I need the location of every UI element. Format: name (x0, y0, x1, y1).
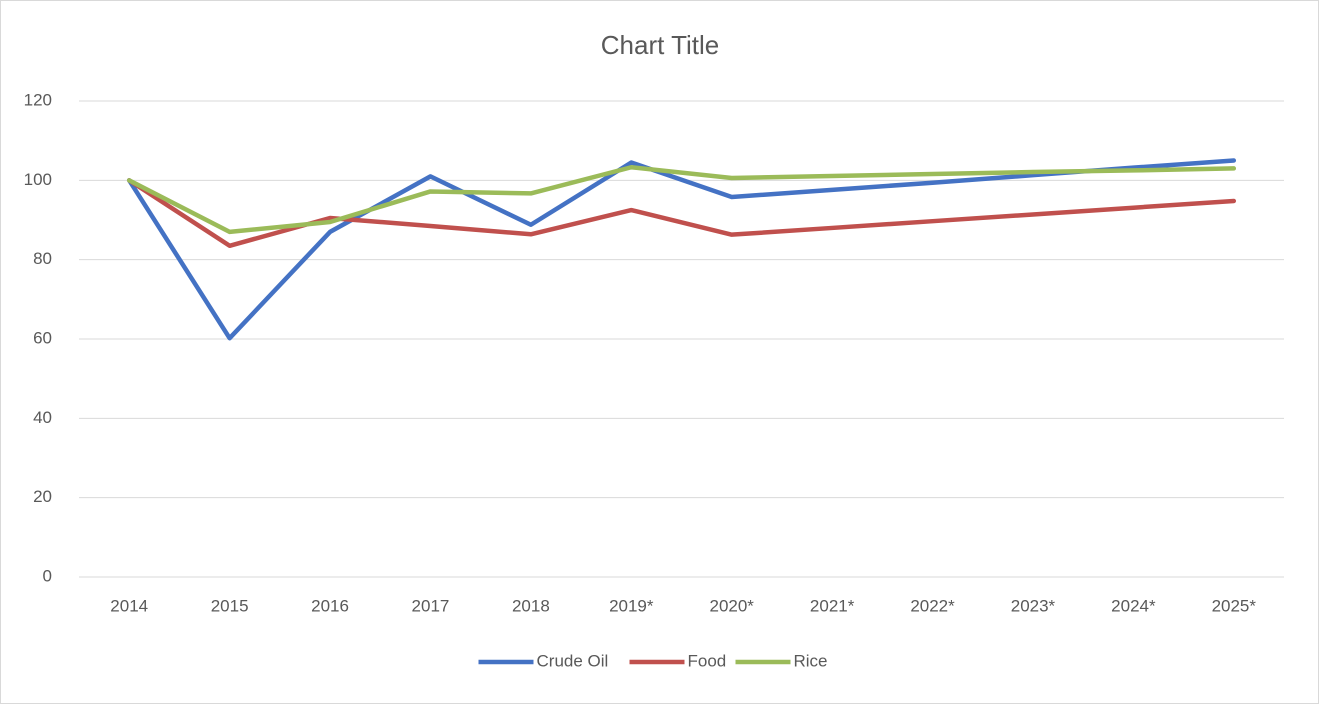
y-tick-label: 80 (33, 249, 52, 268)
y-tick-label: 20 (33, 487, 52, 506)
x-tick-label: 2022* (910, 596, 955, 615)
y-tick-label: 100 (24, 170, 52, 189)
y-tick-label: 120 (24, 90, 52, 109)
legend-label: Food (688, 651, 727, 670)
x-tick-label: 2025* (1212, 596, 1257, 615)
x-tick-label: 2018 (512, 596, 550, 615)
y-tick-label: 60 (33, 328, 52, 347)
x-tick-label: 2023* (1011, 596, 1056, 615)
x-tick-label: 2017 (412, 596, 450, 615)
x-tick-label: 2016 (311, 596, 349, 615)
y-tick-label: 0 (43, 566, 52, 585)
data-line (126, 164, 1237, 235)
legend-label: Rice (794, 651, 828, 670)
x-tick-label: 2024* (1111, 596, 1156, 615)
x-tick-label: 2021* (810, 596, 855, 615)
x-tick-label: 2019* (609, 596, 654, 615)
x-tick-label: 2014 (110, 596, 148, 615)
x-tick-label: 2020* (709, 596, 754, 615)
y-tick-label: 40 (33, 408, 52, 427)
chart-title: Chart Title (601, 30, 720, 60)
legend-label: Crude Oil (537, 651, 609, 670)
x-tick-label: 2015 (211, 596, 249, 615)
